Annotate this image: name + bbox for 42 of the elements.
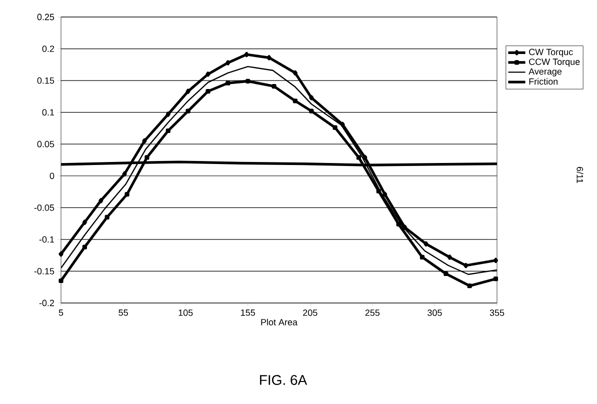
x-tick-label: 155: [241, 310, 255, 316]
x-tick-label: 5: [58, 310, 64, 316]
y-tick-label: 0.25: [37, 14, 54, 20]
x-tick-label: 255: [365, 310, 380, 316]
x-tick-label: 305: [428, 310, 442, 316]
point: [444, 271, 448, 276]
x-tick-label: 105: [178, 310, 193, 316]
y-tick-label: -0.1: [39, 236, 54, 243]
legend-label: CCW Torque: [529, 58, 580, 67]
legend-label: Friction: [529, 78, 558, 85]
point: [467, 284, 472, 288]
point: [493, 276, 498, 282]
y-tick-label: -0.05: [34, 204, 54, 211]
point: [309, 108, 314, 114]
x-tick-label: 355: [490, 310, 504, 316]
point: [144, 155, 150, 160]
point: [58, 278, 64, 284]
y-tick-label: 0.2: [42, 46, 54, 52]
x-tick-label: 55: [118, 310, 128, 316]
point: [332, 125, 338, 130]
y-tick-label: 0.15: [37, 77, 54, 84]
point: [82, 244, 87, 250]
y-tick-label: -0.2: [39, 300, 54, 306]
point: [186, 108, 190, 114]
point: [166, 128, 170, 134]
y-tick-label: 0.05: [37, 140, 54, 148]
y-tick-label: -0.15: [34, 268, 54, 274]
point: [356, 155, 362, 160]
legend-label: Average: [528, 68, 562, 76]
y-tick-label: 0.1: [42, 109, 54, 116]
x-axis-title: Plot Area: [261, 318, 298, 326]
legend-label: CW Torquc: [529, 48, 573, 57]
point: [246, 78, 250, 84]
point: [272, 84, 276, 89]
caption: FIG. 6A: [260, 375, 308, 385]
point: [104, 214, 110, 220]
point: [396, 222, 401, 226]
text: 6/11: [576, 167, 584, 183]
y-tick-label: 0: [50, 172, 54, 180]
point: [292, 98, 298, 104]
x-tick-label: 205: [303, 310, 318, 316]
point: [420, 254, 425, 260]
